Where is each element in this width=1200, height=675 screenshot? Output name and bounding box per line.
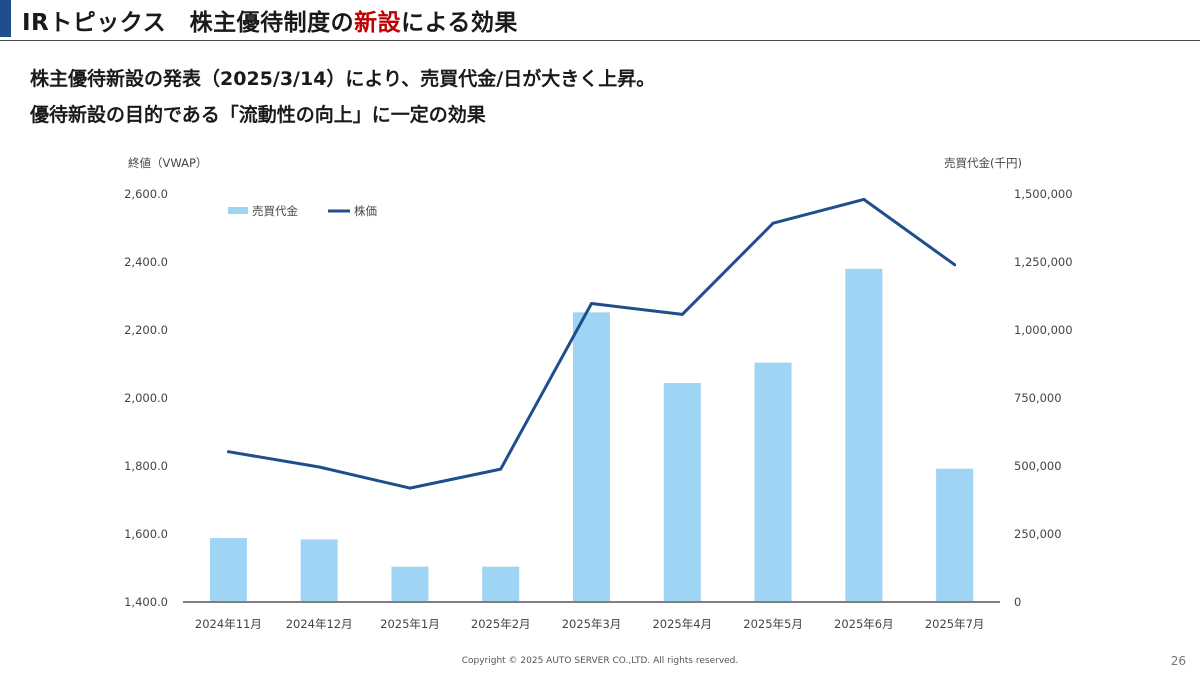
bar-3 [391,566,429,602]
x-tick-label: 2024年12月 [286,617,353,631]
right-tick-label: 1,250,000 [1014,255,1073,269]
bar-4 [482,566,520,602]
bar-2 [300,539,338,602]
right-axis-title: 売買代金(千円) [944,156,1022,170]
title-suffix: による効果 [401,10,518,36]
combo-chart: 1,400.0 1,600.0 1,800.0 2,000.0 2,200.0 2,400… [124,156,1073,631]
bar-8 [845,268,883,602]
price-point-3 [408,486,412,490]
x-tick-label: 2025年2月 [471,617,531,631]
legend-label-bars: 売買代金 [252,204,298,218]
bar-7 [754,362,792,602]
price-point-8 [862,197,866,201]
x-tick-label: 2025年6月 [834,617,894,631]
left-tick-label: 2,200.0 [124,323,168,337]
left-tick-label: 1,400.0 [124,595,168,609]
x-tick-label: 2025年7月 [925,617,985,631]
left-tick-label: 1,600.0 [124,527,168,541]
left-tick-label: 2,600.0 [124,187,168,201]
header-bar: IRトピックス 株主優待制度の新設による効果 [0,0,1200,41]
right-tick-label: 0 [1014,595,1021,609]
price-point-6 [680,312,684,316]
x-tick-label: 2024年11月 [195,617,262,631]
right-tick-label: 500,000 [1014,459,1062,473]
right-tick-label: 250,000 [1014,527,1062,541]
footer-copyright: Copyright © 2025 AUTO SERVER CO.,LTD. Al… [461,656,739,666]
right-tick-label: 1,500,000 [1014,187,1073,201]
x-tick-label: 2025年5月 [743,617,803,631]
price-point-1 [226,450,230,454]
x-tick-label: 2025年3月 [562,617,622,631]
headline-line-2: 優待新設の目的である「流動性の向上」に一定の効果 [30,104,486,126]
legend-swatch-bars [228,207,248,214]
page-number: 26 [1170,654,1186,668]
bar-1 [209,538,247,602]
price-point-9 [953,263,957,267]
page-title: IRトピックス 株主優待制度の新設による効果 [22,3,518,37]
title-highlight: 新設 [354,10,402,36]
bar-6 [663,383,701,602]
header-accent [0,0,11,37]
left-axis-title: 終値（VWAP） [128,156,207,170]
right-tick-label: 1,000,000 [1014,323,1073,337]
left-tick-label: 2,400.0 [124,255,168,269]
left-tick-label: 1,800.0 [124,459,168,473]
bar-9 [936,468,974,602]
title-prefix: IRトピックス 株主優待制度の [22,10,355,36]
legend-label-line: 株価 [354,204,377,218]
price-point-5 [590,301,593,305]
headline-line-1: 株主優待新設の発表（2025/3/14）により、売買代金/日が大きく上昇。 [30,68,656,90]
x-tick-label: 2025年1月 [380,617,440,631]
price-point-7 [771,221,775,225]
x-tick-label: 2025年4月 [652,617,712,631]
price-point-2 [317,465,321,469]
left-tick-label: 2,000.0 [124,391,168,405]
bar-5 [573,312,610,602]
price-point-4 [499,467,503,471]
right-tick-label: 750,000 [1014,391,1062,405]
